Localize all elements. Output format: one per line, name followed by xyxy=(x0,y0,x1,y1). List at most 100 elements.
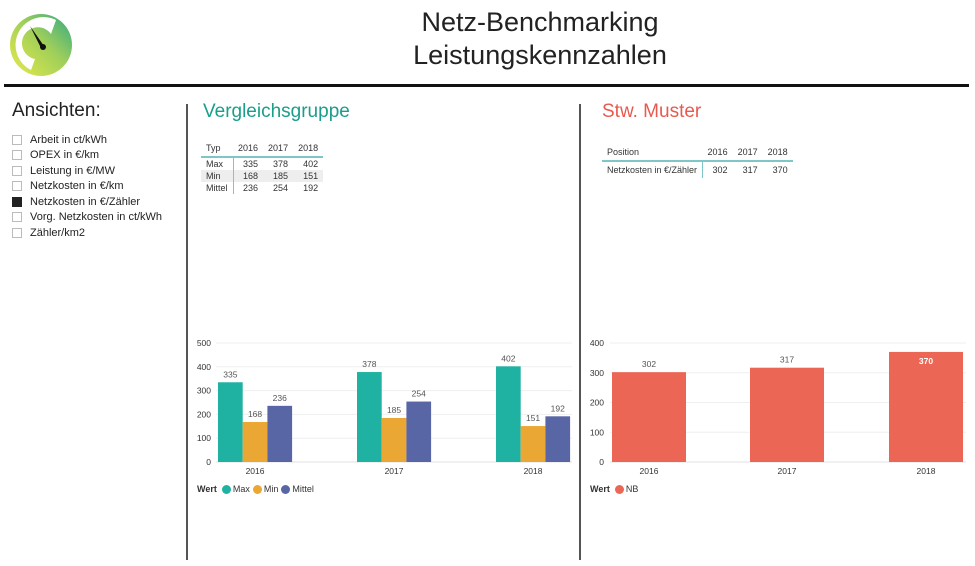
data-label: 151 xyxy=(526,413,540,423)
data-label: 402 xyxy=(501,353,515,363)
view-item-label: Zähler/km2 xyxy=(30,226,86,239)
view-item-netzkosten-zaehler[interactable]: Netzkosten in €/Zähler xyxy=(12,194,182,210)
legend-title: Wert xyxy=(197,484,217,494)
column-header: 2018 xyxy=(293,141,324,158)
checkbox[interactable] xyxy=(12,196,22,207)
table-cell: Max xyxy=(201,157,234,170)
view-item-vorg-netzkosten[interactable]: Vorg. Netzkosten in ct/kWh xyxy=(12,210,182,226)
checkbox[interactable] xyxy=(12,165,22,176)
table-cell: 370 xyxy=(772,165,788,175)
bar-nb-2016[interactable] xyxy=(612,372,686,462)
views-sidebar: Ansichten: Arbeit in ct/kWh OPEX in €/km… xyxy=(12,100,182,241)
x-tick-label: 2017 xyxy=(385,466,404,476)
column-header: 2016 xyxy=(702,145,733,162)
legend-dot-icon xyxy=(281,484,291,494)
y-tick-label: 400 xyxy=(590,338,604,348)
panel-title-vergleichsgruppe: Vergleichsgruppe xyxy=(203,101,350,122)
legend-label: Max xyxy=(232,484,250,494)
view-item-label: Leistung in €/MW xyxy=(30,164,115,177)
y-tick-label: 200 xyxy=(590,398,604,408)
y-tick-label: 100 xyxy=(590,427,604,437)
table-header-row: Typ 2016 2017 2018 xyxy=(201,141,324,158)
data-label: 317 xyxy=(780,355,794,365)
view-item-opex[interactable]: OPEX in €/km xyxy=(12,148,182,164)
title-line-2: Leistungskennzahlen xyxy=(413,40,667,70)
legend-dot-icon xyxy=(252,484,262,494)
table-cell: 378 xyxy=(273,159,289,169)
table-cell: 168 xyxy=(233,170,264,182)
checkbox[interactable] xyxy=(12,212,22,223)
chart-legend-left: Wert Max Min Mittel xyxy=(197,484,317,494)
column-header: Position xyxy=(602,145,703,162)
view-item-leistung[interactable]: Leistung in €/MW xyxy=(12,163,182,179)
x-tick-label: 2017 xyxy=(778,466,797,476)
y-tick-label: 300 xyxy=(590,368,604,378)
checkbox[interactable] xyxy=(12,134,22,145)
legend-item-nb[interactable]: NB xyxy=(614,484,638,494)
data-label: 370 xyxy=(919,356,933,366)
x-tick-label: 2018 xyxy=(524,466,543,476)
chart-legend-right: Wert NB xyxy=(590,484,641,494)
data-label: 192 xyxy=(551,403,565,413)
table-cell: 402 xyxy=(303,159,319,169)
bar-mittel-2017[interactable] xyxy=(406,401,432,462)
view-item-label: OPEX in €/km xyxy=(30,149,100,162)
y-tick-label: 400 xyxy=(197,362,211,372)
table-header-row: Position 2016 2017 2018 xyxy=(602,145,793,162)
bar-max-2017[interactable] xyxy=(357,372,382,462)
legend-dot-icon xyxy=(221,484,231,494)
speedometer-gauge-icon xyxy=(10,14,72,76)
view-item-label: Netzkosten in €/Zähler xyxy=(30,195,141,208)
view-item-arbeit[interactable]: Arbeit in ct/kWh xyxy=(12,132,182,148)
data-label: 254 xyxy=(412,389,426,399)
bar-mittel-2018[interactable] xyxy=(545,416,571,462)
view-item-label: Netzkosten in €/km xyxy=(30,180,124,193)
legend-label: Mittel xyxy=(292,484,314,494)
x-tick-label: 2018 xyxy=(917,466,936,476)
table-row: Mittel 236 254 192 xyxy=(201,182,323,194)
table-row: Min 168 185 151 xyxy=(201,170,324,182)
legend-label: Min xyxy=(263,484,279,494)
bar-max-2016[interactable] xyxy=(218,382,243,462)
panel-title-stw-muster: Stw. Muster xyxy=(602,101,702,122)
bar-mittel-2016[interactable] xyxy=(267,405,293,462)
table-cell: 254 xyxy=(273,183,289,193)
bar-min-2017[interactable] xyxy=(381,417,407,462)
table-row: Netzkosten in €/Zähler 302 317 370 xyxy=(602,161,793,178)
checkbox[interactable] xyxy=(12,227,22,238)
checkbox[interactable] xyxy=(12,150,22,161)
bar-max-2018[interactable] xyxy=(496,366,521,462)
table-cell: 236 xyxy=(243,183,259,193)
legend-item-min[interactable]: Min xyxy=(252,484,279,494)
divider-right xyxy=(579,104,581,560)
utility-table: Position 2016 2017 2018 Netzkosten in €/… xyxy=(602,145,793,178)
y-tick-label: 0 xyxy=(599,457,604,467)
x-tick-label: 2016 xyxy=(246,466,265,476)
bar-min-2018[interactable] xyxy=(520,426,546,462)
table-cell: 192 xyxy=(303,183,319,193)
data-label: 236 xyxy=(273,393,287,403)
column-header: Typ xyxy=(201,141,234,158)
bar-nb-2018[interactable] xyxy=(889,351,963,462)
checkbox[interactable] xyxy=(12,181,22,192)
view-item-label: Vorg. Netzkosten in ct/kWh xyxy=(30,211,163,224)
data-label: 378 xyxy=(362,359,376,369)
table-row: Max 335 378 402 xyxy=(201,157,323,170)
legend-item-mittel[interactable]: Mittel xyxy=(281,484,314,494)
x-tick-label: 2016 xyxy=(640,466,659,476)
y-tick-label: 0 xyxy=(206,457,211,467)
table-cell: 302 xyxy=(712,165,728,175)
column-header: 2018 xyxy=(762,145,793,162)
legend-item-max[interactable]: Max xyxy=(221,484,250,494)
view-item-netzkosten-km[interactable]: Netzkosten in €/km xyxy=(12,179,182,195)
view-list: Arbeit in ct/kWh OPEX in €/km Leistung i… xyxy=(12,132,182,241)
bar-min-2016[interactable] xyxy=(242,422,268,462)
bar-nb-2017[interactable] xyxy=(750,367,824,462)
data-label: 185 xyxy=(387,405,401,415)
table-cell: Mittel xyxy=(201,182,234,194)
y-tick-label: 500 xyxy=(197,338,211,348)
table-cell: 151 xyxy=(293,170,324,182)
legend-dot-icon xyxy=(614,484,624,494)
view-item-zaehler-km2[interactable]: Zähler/km2 xyxy=(12,225,182,241)
y-tick-label: 100 xyxy=(197,433,211,443)
